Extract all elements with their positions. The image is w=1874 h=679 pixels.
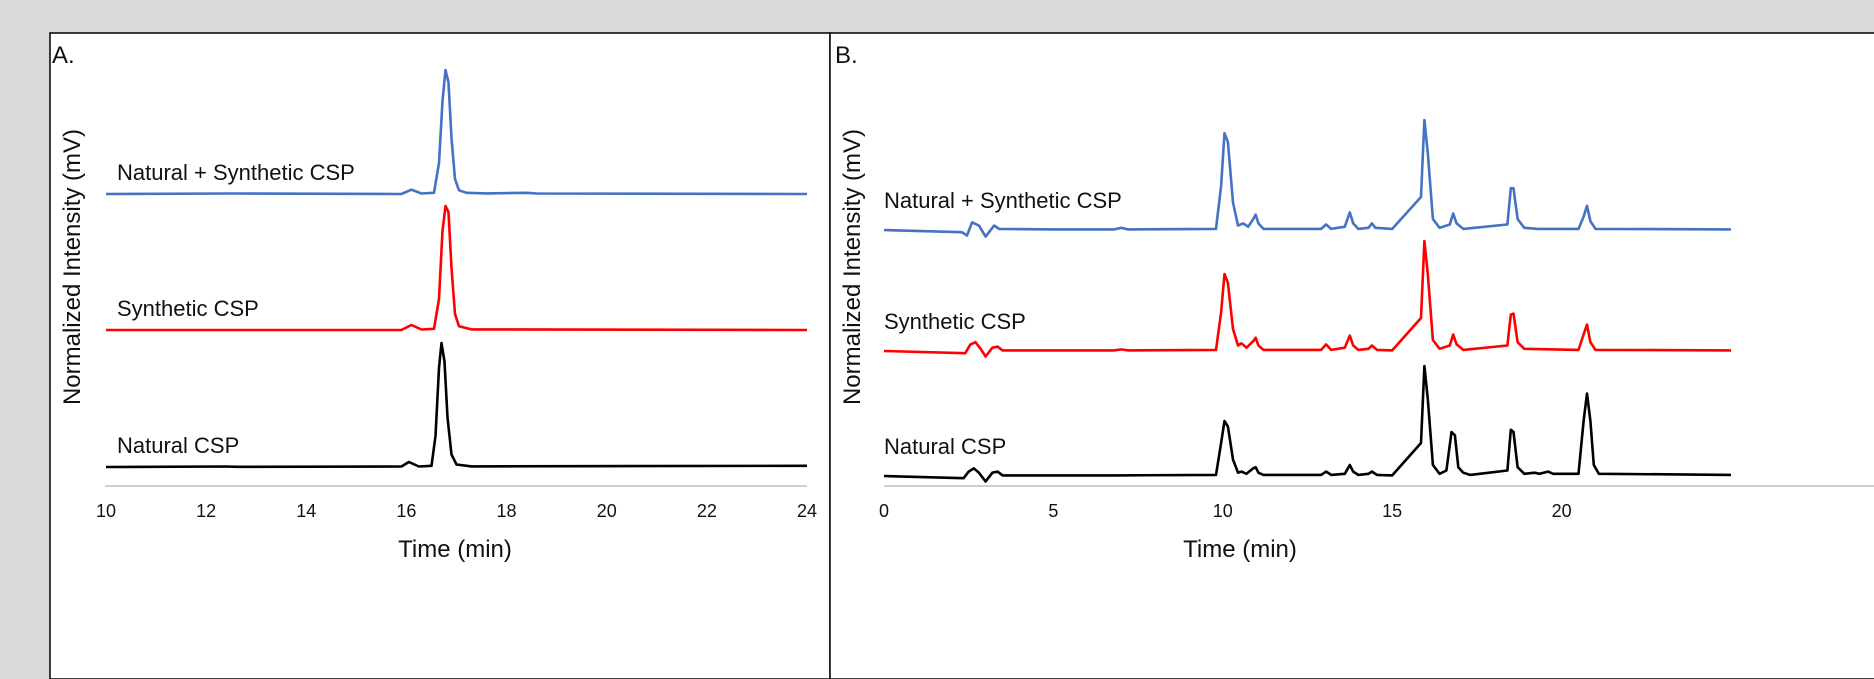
panel-a: A. Normalized Intensity (mV) 10 12 14 16 18 2… bbox=[49, 32, 831, 679]
panel-b-x-tick-labels: 0 5 10 15 20 bbox=[879, 501, 1572, 521]
panel-b-x-tick-20: 20 bbox=[1552, 501, 1572, 521]
panel-a-y-axis-label: Normalized Intensity (mV) bbox=[59, 129, 86, 405]
panel-a-trace-natural-synthetic bbox=[105, 68, 808, 196]
panel-a-label: A. bbox=[52, 42, 75, 69]
panel-a-x-tick-16: 16 bbox=[396, 501, 416, 521]
panel-b-label-natural: Natural CSP bbox=[884, 434, 1006, 459]
panel-b-x-axis-label: Time (min) bbox=[1183, 536, 1297, 563]
panel-a-trace-synthetic bbox=[106, 204, 808, 332]
panel-b-traces bbox=[883, 118, 1732, 483]
panel-a-x-tick-22: 22 bbox=[697, 501, 717, 521]
panel-a-x-tick-20: 20 bbox=[597, 501, 617, 521]
panel-b-label: B. bbox=[835, 42, 858, 69]
panel-b-y-axis-label: Normalized Intensity (mV) bbox=[839, 129, 866, 405]
panel-b-trace-natural bbox=[883, 364, 1732, 483]
panel-a-x-tick-14: 14 bbox=[296, 501, 316, 521]
panel-a-x-tick-18: 18 bbox=[497, 501, 517, 521]
panel-a-traces bbox=[105, 68, 808, 469]
panel-b-trace-natural-synthetic bbox=[883, 118, 1732, 238]
panel-b-trace-labels: Natural + Synthetic CSP Synthetic CSP Natu… bbox=[884, 188, 1122, 459]
panel-a-x-tick-10: 10 bbox=[96, 501, 116, 521]
panel-b-x-tick-5: 5 bbox=[1048, 501, 1058, 521]
panel-a-label-natural: Natural CSP bbox=[117, 433, 239, 458]
panel-b: B. Normalized Intensity (mV) 0 5 10 15 20 Na… bbox=[829, 32, 1874, 679]
panel-a-x-tick-labels: 10 12 14 16 18 20 22 24 bbox=[96, 501, 817, 521]
panel-a-label-synthetic: Synthetic CSP bbox=[117, 296, 259, 321]
panel-a-x-tick-12: 12 bbox=[196, 501, 216, 521]
panel-b-label-natural-synthetic: Natural + Synthetic CSP bbox=[884, 188, 1122, 213]
panel-a-x-tick-24: 24 bbox=[797, 501, 817, 521]
panel-a-trace-labels: Natural + Synthetic CSP Synthetic CSP Natu… bbox=[117, 160, 355, 458]
panel-a-label-natural-synthetic: Natural + Synthetic CSP bbox=[117, 160, 355, 185]
panel-b-x-tick-10: 10 bbox=[1213, 501, 1233, 521]
panel-b-x-tick-15: 15 bbox=[1382, 501, 1402, 521]
panel-b-label-synthetic: Synthetic CSP bbox=[884, 309, 1026, 334]
panel-b-trace-synthetic bbox=[883, 239, 1732, 358]
panel-a-trace-natural bbox=[105, 341, 808, 469]
panel-a-x-axis-label: Time (min) bbox=[398, 536, 512, 563]
panel-b-x-tick-0: 0 bbox=[879, 501, 889, 521]
